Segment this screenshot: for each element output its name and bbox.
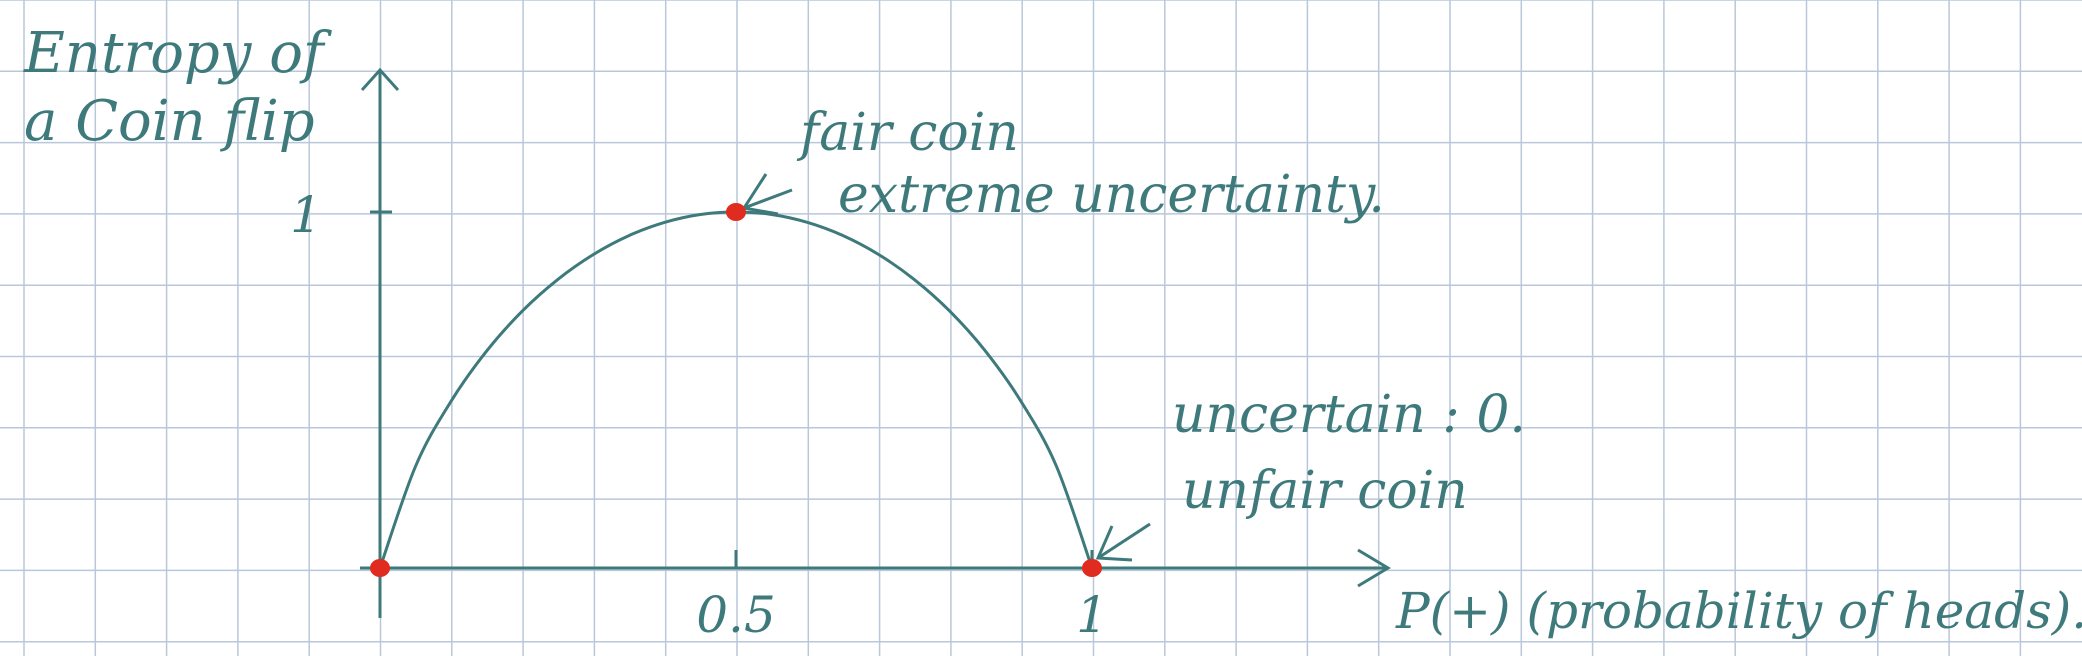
annotation-arrows: [741, 173, 1151, 562]
arrowhead-to-end: [1095, 525, 1133, 562]
series-line-entropy: [378, 210, 1094, 569]
chart-title-line-1: Entropy of: [23, 21, 333, 86]
annotation-fair-coin: fair coin: [796, 103, 1019, 163]
y-tick-label: 1: [290, 186, 322, 244]
highlight-point: [1082, 559, 1102, 577]
axis-ticks: 0.5 1 1: [290, 186, 1108, 644]
annotation-uncertain-zero: uncertain : 0.: [1172, 385, 1526, 445]
arrowhead-to-max: [741, 173, 779, 216]
x-axis-label: P(+) (probability of heads).: [1395, 582, 2082, 640]
x-axis-arrowhead: [1357, 548, 1391, 588]
highlight-point: [726, 203, 746, 221]
chart-title-line-2: a Coin flip: [24, 89, 315, 154]
x-tick-label: 1: [1076, 586, 1108, 644]
arrow-to-end: [1097, 522, 1151, 560]
highlighted-points: [370, 203, 1102, 577]
y-axis-arrowhead: [360, 67, 400, 92]
annotation-extreme-uncertainty: extreme uncertainty.: [838, 165, 1385, 225]
arrow-to-max: [743, 188, 793, 210]
highlight-point: [370, 559, 390, 577]
x-tick-label: 0.5: [696, 586, 776, 644]
annotation-unfair-coin: unfair coin: [1182, 461, 1468, 521]
axes: [360, 67, 1391, 618]
